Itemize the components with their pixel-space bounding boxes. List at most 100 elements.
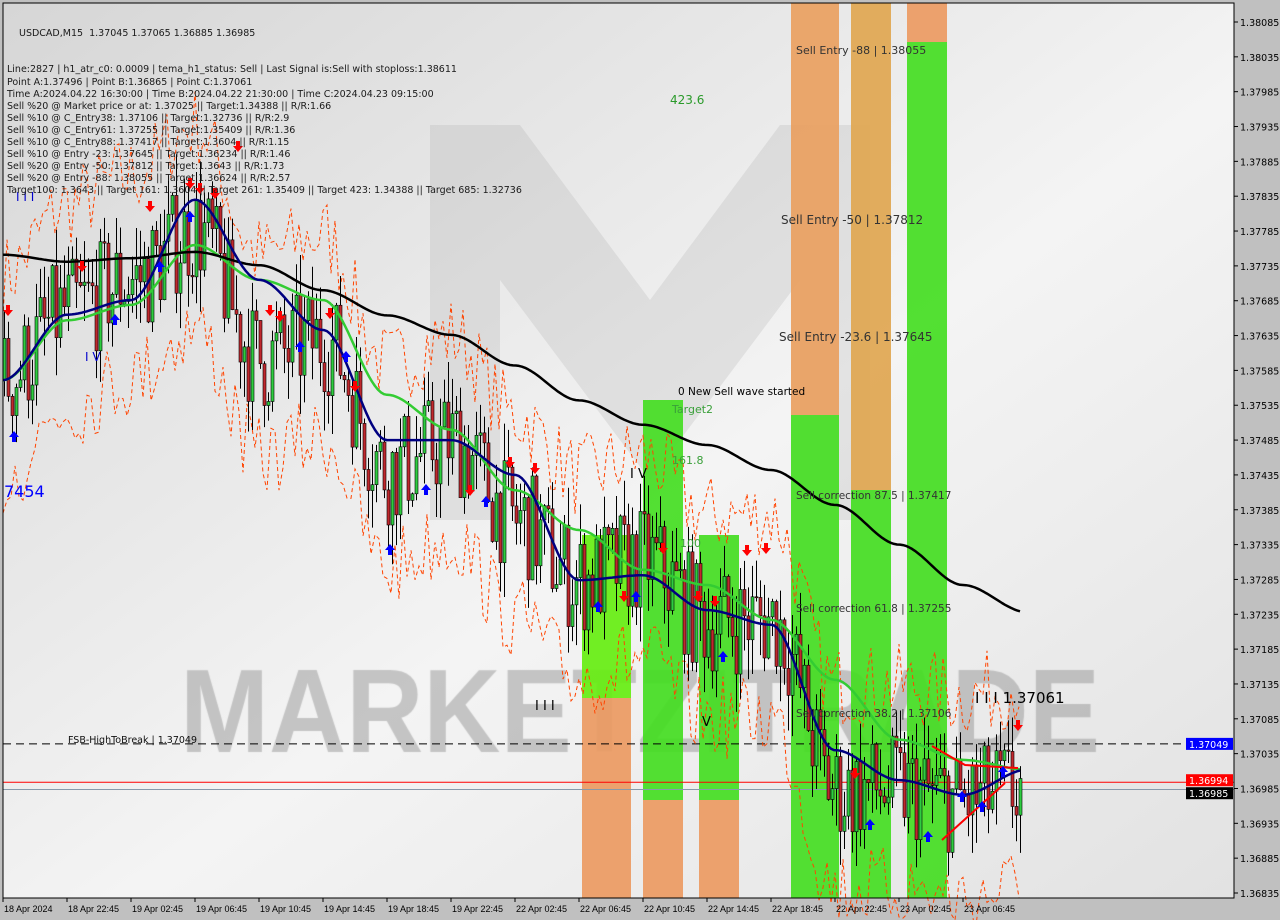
candle-bear <box>318 318 323 363</box>
price-tag-label: 1.36985 <box>1189 789 1228 800</box>
candle-bear <box>946 775 951 853</box>
candle-bear <box>642 511 647 515</box>
candle-bull <box>462 445 467 498</box>
candle-bear <box>394 452 399 516</box>
y-tick-label: 1.37285 <box>1240 575 1279 586</box>
buy-arrow-icon <box>593 601 603 612</box>
candle-bull <box>886 796 891 804</box>
candle-bear <box>666 587 671 611</box>
candle-bear <box>898 747 903 754</box>
candle-bear <box>498 492 503 564</box>
candle-bull <box>554 584 559 589</box>
info-line: Sell %10 @ Entry -23: 1.37645 || Target:… <box>7 149 291 161</box>
y-tick-label: 1.37835 <box>1240 192 1279 203</box>
candle-bear <box>826 755 831 800</box>
buy-arrow-icon <box>9 431 19 442</box>
buy-arrow-icon <box>295 341 305 352</box>
candle-bear <box>974 764 979 805</box>
candle-bull <box>778 619 783 667</box>
buy-arrow-icon <box>923 831 933 842</box>
candle-bull <box>402 415 407 448</box>
sell-arrow-icon <box>742 545 752 556</box>
candle-bull <box>638 511 643 608</box>
y-tick-label: 1.37935 <box>1240 123 1279 134</box>
candle-bull <box>718 596 723 635</box>
candle-bear <box>26 325 31 401</box>
info-line: Line:2827 | h1_atr_c0: 0.0009 | tema_h1_… <box>7 64 457 76</box>
candle-bear <box>94 285 99 352</box>
x-tick-label: 18 Apr 2024 <box>4 904 53 914</box>
candle-bull <box>330 339 335 396</box>
y-tick-label: 1.36835 <box>1240 889 1279 900</box>
candle-bear <box>882 795 887 804</box>
sell-arrow-icon <box>185 178 195 189</box>
y-tick-label: 1.37235 <box>1240 610 1279 621</box>
candle-bear <box>850 769 855 833</box>
candle-bull <box>990 790 995 810</box>
candle-bull <box>450 413 455 459</box>
candle-bear <box>986 745 991 810</box>
buy-arrow-icon <box>385 544 395 555</box>
candle-bear <box>486 442 491 502</box>
candle-bear <box>566 524 571 627</box>
y-tick-label: 1.37885 <box>1240 157 1279 168</box>
sell-arrow-icon <box>325 308 335 319</box>
candle-bull <box>1002 749 1007 762</box>
annotation-fib-423: 423.6 <box>670 93 704 107</box>
red-trend-line <box>931 745 1019 769</box>
y-tick-label: 1.37985 <box>1240 88 1279 99</box>
sell-arrow-icon <box>233 141 243 152</box>
annotation-sell-entry-23: Sell Entry -23.6 | 1.37645 <box>779 330 933 344</box>
candle-bull <box>562 524 567 560</box>
candle-bear <box>6 338 11 397</box>
candle-bear <box>246 346 251 402</box>
candle-bull <box>934 775 939 786</box>
candle-bear <box>230 239 235 310</box>
x-tick-label: 19 Apr 02:45 <box>132 904 183 914</box>
candle-bear <box>138 265 143 283</box>
buy-arrow-icon <box>957 791 967 802</box>
y-tick-label: 1.37585 <box>1240 366 1279 377</box>
sell-arrow-icon <box>530 463 540 474</box>
y-tick-label: 1.38085 <box>1240 18 1279 29</box>
candle-bear <box>546 505 551 510</box>
candle-bull <box>290 310 295 363</box>
candle-bull <box>802 664 807 688</box>
candle-bull <box>618 515 623 584</box>
candle-bear <box>930 783 935 786</box>
buy-arrow-icon <box>977 801 987 812</box>
candle-bull <box>890 735 895 798</box>
candle-bear <box>662 526 667 589</box>
candle-bull <box>474 435 479 456</box>
candle-bear <box>86 281 91 284</box>
candle-bull <box>922 758 927 781</box>
y-tick-label: 1.37485 <box>1240 436 1279 447</box>
sell-arrow-icon <box>761 543 771 554</box>
candle-bull <box>870 743 875 783</box>
zone-rect <box>791 3 839 415</box>
candle-bear <box>262 363 267 406</box>
candle-bull <box>22 325 27 381</box>
buy-arrow-icon <box>631 591 641 602</box>
zone-rect <box>851 3 891 490</box>
candle-bull <box>166 213 171 242</box>
buy-arrow-icon <box>865 819 875 830</box>
candle-bull <box>454 410 459 414</box>
candle-bear <box>254 310 259 321</box>
candle-bull <box>82 281 87 286</box>
candle-bull <box>706 629 711 658</box>
candle-bear <box>382 441 387 491</box>
candle-bear <box>342 375 347 381</box>
plot-frame <box>2 2 1235 899</box>
candle-bear <box>90 282 95 287</box>
candle-bull <box>842 815 847 832</box>
ohlc: 1.37045 1.37065 1.36885 1.36985 <box>89 28 256 40</box>
candle-bull <box>538 519 543 567</box>
info-line: Sell %20 @ Entry -88: 1.38055 || Target:… <box>7 173 291 185</box>
info-line: Time A:2024.04.22 16:30:00 | Time B:2024… <box>7 88 434 100</box>
candle-bear <box>914 758 919 840</box>
candle-bear <box>490 501 495 542</box>
annotation-wave-iii: I I I <box>535 699 555 714</box>
buy-arrow-icon <box>421 484 431 495</box>
